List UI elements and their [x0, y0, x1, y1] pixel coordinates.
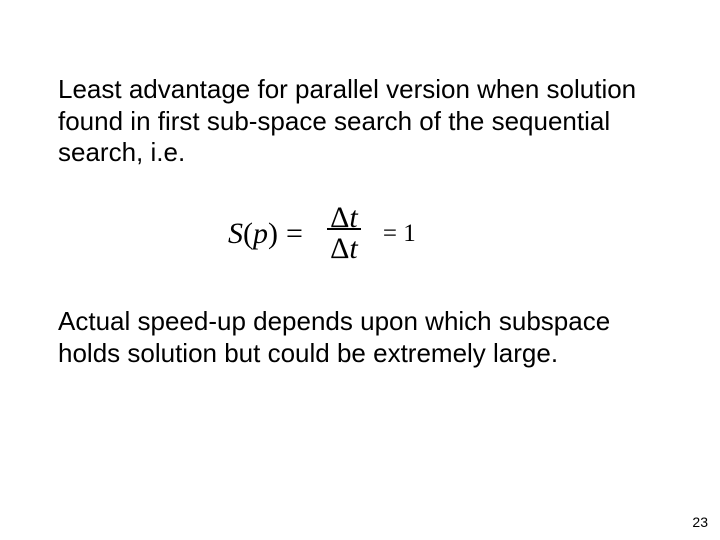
symbol-p: p	[253, 217, 268, 250]
paren-open: (	[243, 217, 253, 250]
equals-one: = 1	[383, 220, 416, 248]
denominator: Δt	[330, 234, 358, 264]
equals-sign: =	[286, 217, 303, 251]
paragraph-2: Actual speed-up depends upon which subsp…	[58, 306, 662, 369]
fraction: Δt Δt	[327, 203, 361, 264]
slide-content: Least advantage for parallel version whe…	[0, 0, 720, 370]
numerator: Δt	[330, 203, 358, 235]
equation-lhs: S(p)	[228, 217, 278, 251]
page-number: 23	[692, 514, 708, 530]
symbol-S: S	[228, 217, 243, 250]
paren-close: )	[268, 217, 278, 250]
delta-symbol: Δ	[330, 232, 349, 265]
equation: S(p) = Δt Δt = 1	[58, 203, 662, 264]
paragraph-1: Least advantage for parallel version whe…	[58, 74, 662, 169]
t-symbol: t	[349, 232, 357, 265]
fraction-bar	[327, 228, 361, 230]
